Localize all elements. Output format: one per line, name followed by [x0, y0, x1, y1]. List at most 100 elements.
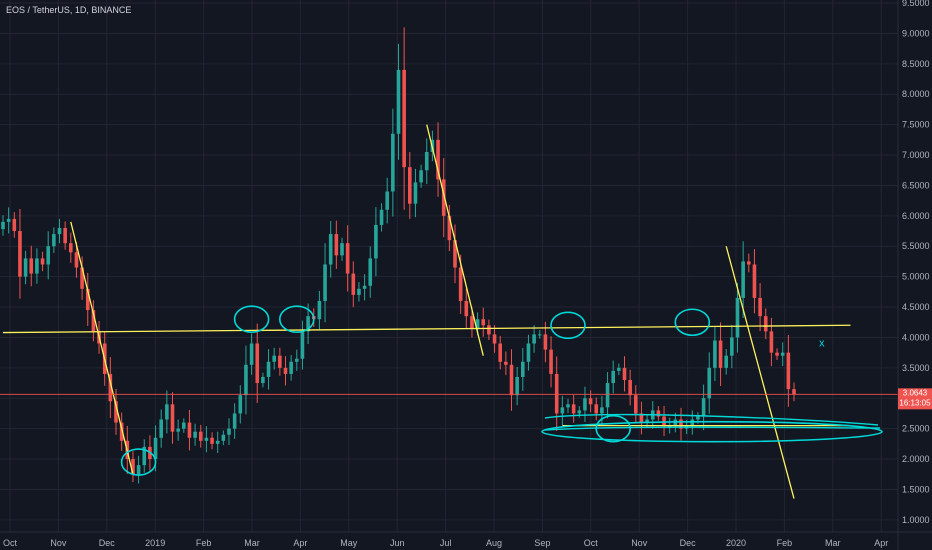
candle-body — [266, 361, 271, 377]
candle-body — [436, 139, 440, 180]
candle-body — [85, 288, 90, 311]
candle-body — [221, 434, 226, 441]
candle-body — [165, 404, 169, 420]
candle-body — [278, 355, 282, 368]
price-tick-label: 2.5000 — [902, 424, 930, 434]
price-tick-label: 2.0000 — [902, 454, 930, 464]
candle-body — [560, 407, 565, 414]
candle-body — [792, 389, 796, 395]
candle-body — [549, 349, 553, 374]
candle-body — [227, 428, 231, 435]
candle-body — [690, 419, 695, 426]
candle-body — [747, 261, 751, 265]
last-price-tag: 3.0643 16:13:05 — [898, 388, 932, 410]
candle-body — [108, 373, 113, 402]
candle-body — [182, 422, 186, 429]
candle-body — [91, 310, 96, 332]
candle-body — [153, 437, 158, 460]
candle-body — [379, 209, 384, 225]
candle-body — [170, 404, 175, 432]
candle-body — [142, 446, 147, 466]
candle-body — [645, 419, 649, 423]
candle-body — [396, 69, 401, 134]
candle-body — [6, 218, 11, 222]
price-axis[interactable]: 1.00001.50002.00002.50003.00003.50004.00… — [897, 0, 932, 550]
circle-annotation — [674, 308, 711, 337]
candle-body — [475, 319, 480, 329]
candle-body — [509, 364, 514, 396]
time-tick-label: Sep — [534, 538, 550, 548]
candle-body — [368, 258, 373, 286]
candle-body — [159, 419, 163, 438]
candle-body — [328, 234, 333, 265]
candle-body — [577, 410, 582, 414]
candle-body — [193, 431, 197, 438]
circle-annotation — [278, 305, 315, 334]
candle-body — [758, 297, 762, 317]
time-tick-label: Apr — [874, 538, 888, 548]
candle-body — [385, 191, 389, 210]
price-tick-label: 6.5000 — [902, 180, 930, 190]
candle-body — [249, 343, 254, 365]
candle-body — [131, 459, 135, 475]
candle-body — [481, 319, 486, 326]
price-axis-background — [898, 0, 932, 550]
candle-body — [74, 252, 79, 268]
candle-body — [362, 285, 367, 289]
time-tick-label: Jun — [390, 538, 405, 548]
price-tick-label: 7.5000 — [902, 120, 930, 130]
price-tick-label: 8.0000 — [902, 89, 930, 99]
candle-body — [306, 316, 310, 332]
candle-body — [464, 300, 469, 317]
candle-body — [724, 355, 728, 368]
time-tick-label: Mar — [825, 538, 841, 548]
candle-body — [334, 234, 339, 256]
trend-line — [725, 246, 795, 499]
time-axis[interactable]: Oct Nov Dec 2019 Feb Mar Apr May Jun Jul Aug Sep Oct… — [0, 531, 932, 548]
candle-body — [741, 261, 745, 298]
candle-body — [532, 334, 536, 344]
price-tick-label: 9.0000 — [902, 28, 930, 38]
candle-body — [487, 325, 491, 335]
trend-line — [70, 221, 134, 475]
price-tick-label: 3.5000 — [902, 363, 930, 373]
candle-body — [57, 228, 62, 235]
candle-body — [272, 355, 276, 362]
candle-body — [521, 361, 525, 377]
candle-body — [701, 398, 706, 417]
time-tick-label: Nov — [631, 538, 648, 548]
price-tick-label: 1.0000 — [902, 515, 930, 525]
candle-body — [176, 428, 180, 432]
candle-body — [718, 340, 723, 368]
candle-body — [628, 380, 632, 396]
price-tick-label: 4.5000 — [902, 302, 930, 312]
time-tick-label: Apr — [293, 538, 307, 548]
time-tick-label: 2020 — [726, 538, 746, 548]
x-mark-annotation: x — [819, 338, 825, 350]
candle-body — [498, 343, 502, 362]
candle-body — [374, 224, 378, 259]
candle-body — [255, 343, 260, 384]
price-tick-label: 1.5000 — [902, 484, 930, 494]
candle-body — [571, 404, 576, 414]
candle-body — [696, 416, 700, 420]
time-tick-label: Aug — [486, 538, 502, 548]
candle-body — [605, 383, 610, 408]
candlestick-series — [1, 27, 796, 484]
candle-body — [639, 413, 644, 423]
candle-body — [114, 401, 118, 423]
time-tick-label: May — [340, 538, 358, 548]
chart-title: EOS / TetherUS, 1D, BINANCE — [6, 5, 131, 15]
price-tick-label: 5.5000 — [902, 241, 930, 251]
candle-body — [775, 352, 779, 356]
candle-body — [198, 431, 203, 441]
candle-body — [391, 133, 395, 192]
candle-body — [458, 267, 463, 301]
candle-body — [238, 395, 243, 414]
time-tick-label: Feb — [196, 538, 212, 548]
candle-body — [769, 331, 774, 353]
candle-body — [12, 218, 17, 232]
last-price-value: 3.0643 — [903, 388, 928, 397]
time-tick-label: 2019 — [145, 538, 165, 548]
